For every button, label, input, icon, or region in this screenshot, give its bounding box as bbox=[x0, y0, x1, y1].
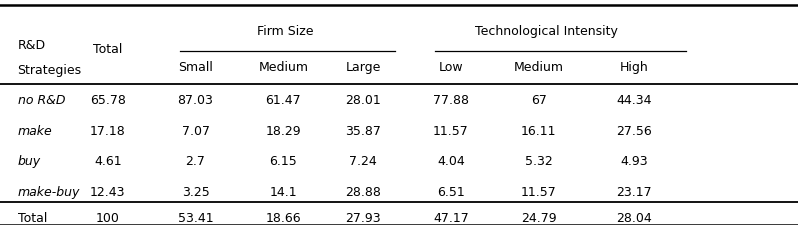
Text: Medium: Medium bbox=[514, 61, 563, 74]
Text: 11.57: 11.57 bbox=[433, 124, 468, 137]
Text: 77.88: 77.88 bbox=[433, 94, 469, 107]
Text: 28.88: 28.88 bbox=[346, 185, 381, 198]
Text: 35.87: 35.87 bbox=[346, 124, 381, 137]
Text: 7.24: 7.24 bbox=[350, 154, 377, 167]
Text: 16.11: 16.11 bbox=[521, 124, 556, 137]
Text: 17.18: 17.18 bbox=[90, 124, 125, 137]
Text: 2.7: 2.7 bbox=[186, 154, 205, 167]
Text: 14.1: 14.1 bbox=[270, 185, 297, 198]
Text: 11.57: 11.57 bbox=[521, 185, 556, 198]
Text: 7.07: 7.07 bbox=[181, 124, 210, 137]
Text: 24.79: 24.79 bbox=[521, 211, 556, 224]
Text: 87.03: 87.03 bbox=[178, 94, 213, 107]
Text: Low: Low bbox=[439, 61, 463, 74]
Text: Strategies: Strategies bbox=[18, 63, 81, 76]
Text: High: High bbox=[620, 61, 649, 74]
Text: Technological Intensity: Technological Intensity bbox=[475, 25, 618, 38]
Text: buy: buy bbox=[18, 154, 41, 167]
Text: 4.93: 4.93 bbox=[621, 154, 648, 167]
Text: 12.43: 12.43 bbox=[90, 185, 125, 198]
Text: 27.93: 27.93 bbox=[346, 211, 381, 224]
Text: Medium: Medium bbox=[259, 61, 308, 74]
Text: 100: 100 bbox=[96, 211, 120, 224]
Text: 67: 67 bbox=[531, 94, 547, 107]
Text: make-buy: make-buy bbox=[18, 185, 80, 198]
Text: 5.32: 5.32 bbox=[525, 154, 552, 167]
Text: Firm Size: Firm Size bbox=[258, 25, 314, 38]
Text: 47.17: 47.17 bbox=[433, 211, 468, 224]
Text: Large: Large bbox=[346, 61, 381, 74]
Text: 4.61: 4.61 bbox=[94, 154, 121, 167]
Text: 27.56: 27.56 bbox=[617, 124, 652, 137]
Text: 23.17: 23.17 bbox=[617, 185, 652, 198]
Text: 4.04: 4.04 bbox=[437, 154, 464, 167]
Text: 44.34: 44.34 bbox=[617, 94, 652, 107]
Text: 18.29: 18.29 bbox=[266, 124, 301, 137]
Text: 61.47: 61.47 bbox=[266, 94, 301, 107]
Text: 65.78: 65.78 bbox=[90, 94, 125, 107]
Text: 28.04: 28.04 bbox=[617, 211, 652, 224]
Text: 28.01: 28.01 bbox=[346, 94, 381, 107]
Text: Small: Small bbox=[178, 61, 213, 74]
Text: 6.51: 6.51 bbox=[437, 185, 464, 198]
Text: 53.41: 53.41 bbox=[178, 211, 213, 224]
Text: Total: Total bbox=[18, 211, 47, 224]
Text: no R&D: no R&D bbox=[18, 94, 65, 107]
Text: 6.15: 6.15 bbox=[270, 154, 297, 167]
Text: R&D: R&D bbox=[18, 38, 45, 52]
Text: Total: Total bbox=[93, 43, 122, 56]
Text: make: make bbox=[18, 124, 53, 137]
Text: 3.25: 3.25 bbox=[182, 185, 209, 198]
Text: 18.66: 18.66 bbox=[266, 211, 301, 224]
